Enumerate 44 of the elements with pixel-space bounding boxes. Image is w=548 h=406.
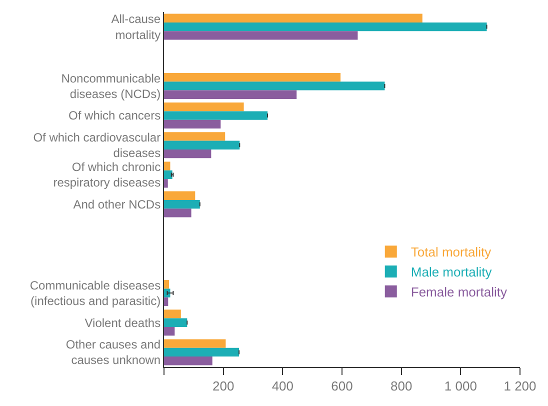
bar [164, 297, 168, 306]
x-tick-label: 1 200 [504, 378, 536, 394]
bar [164, 149, 212, 158]
bar [164, 326, 175, 336]
bar [164, 132, 226, 141]
bar [164, 162, 170, 170]
y-tick-label: Other causes and causes unknown [66, 338, 161, 368]
bar [164, 31, 358, 40]
bar [164, 140, 240, 150]
y-tick-label: Of which cancers [68, 108, 161, 123]
bar [164, 310, 181, 318]
y-tick-label: Of which cardiovascular diseases [33, 130, 161, 160]
y-tick-label: Violent deaths [84, 316, 161, 330]
bar [164, 170, 172, 180]
bar [164, 318, 188, 327]
x-tick-label: 600 [331, 378, 353, 394]
bar [164, 90, 297, 99]
legend-label: Total mortality [410, 244, 492, 260]
bar [164, 22, 487, 32]
bar [164, 356, 212, 366]
y-tick-label: And other NCDs [73, 197, 161, 212]
y-tick-label: All-cause mortality [111, 12, 161, 42]
bar [164, 82, 385, 90]
bar [164, 280, 170, 289]
x-tick-label: 200 [212, 378, 234, 394]
x-tick-label: 400 [272, 378, 294, 394]
y-tick-label: Of which chronic respiratory diseases [53, 160, 161, 190]
bar [164, 111, 268, 120]
bar [164, 208, 192, 218]
bar [164, 120, 221, 129]
legend-label: Male mortality [410, 264, 492, 280]
bar [164, 191, 196, 200]
bar [164, 102, 244, 112]
bar [164, 348, 240, 357]
bar [164, 179, 168, 188]
x-tick-label: 1 000 [444, 378, 477, 394]
bar [164, 200, 200, 209]
y-tick-label: Communicable diseases (infectious and parasitic) [30, 278, 161, 308]
legend-label: Female mortality [410, 284, 508, 300]
bar [164, 339, 226, 348]
y-tick-label: Noncommunicable diseases (NCDs) [61, 71, 161, 101]
bar [164, 72, 341, 82]
bar [164, 14, 422, 22]
x-tick-label: 800 [390, 378, 412, 394]
